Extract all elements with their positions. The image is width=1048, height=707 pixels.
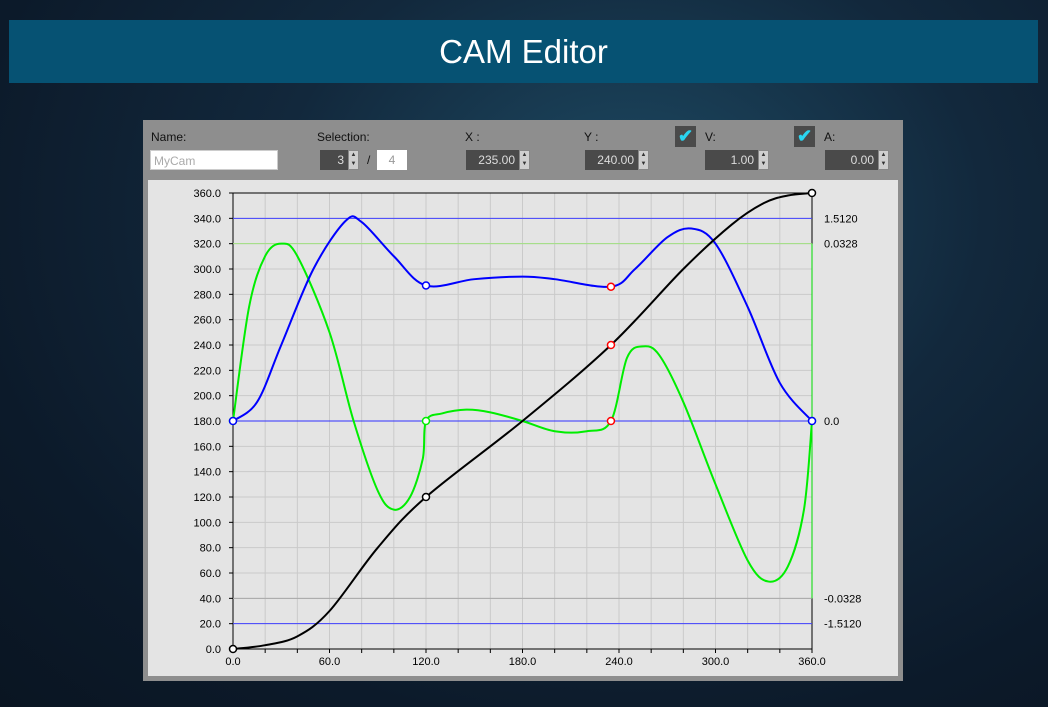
a-label: A:: [824, 130, 836, 144]
y-tick-label: 240.0: [193, 340, 221, 352]
x-tick-label: 180.0: [509, 656, 537, 668]
x-spinner[interactable]: ▲ ▼: [519, 150, 530, 170]
y-tick-label: 300.0: [193, 264, 221, 276]
right-tick-label: -1.5120: [824, 619, 861, 631]
acceleration-curve: [232, 242, 813, 583]
a-spinner[interactable]: ▲ ▼: [878, 150, 889, 170]
x-tick-label: 60.0: [319, 656, 340, 668]
velocity-control-point[interactable]: [421, 281, 431, 290]
y-input[interactable]: 240.00: [585, 150, 638, 170]
selection-input[interactable]: 3: [320, 150, 348, 170]
x-tick-label: 300.0: [702, 656, 730, 668]
y-tick-label: 340.0: [193, 213, 221, 225]
selection-total: 4: [377, 150, 407, 170]
y-tick-label: 100.0: [193, 517, 221, 529]
position-control-point[interactable]: [606, 340, 616, 350]
y-tick-label: 0.0: [206, 644, 221, 656]
y-tick-label: 140.0: [193, 467, 221, 479]
velocity-control-point[interactable]: [606, 282, 616, 291]
y-tick-label: 280.0: [193, 289, 221, 301]
y-tick-label: 320.0: [193, 239, 221, 251]
acceleration-control-point[interactable]: [421, 416, 431, 426]
x-tick-label: 240.0: [605, 656, 633, 668]
velocity-control-point[interactable]: [807, 416, 817, 426]
x-tick-label: 120.0: [412, 656, 440, 668]
y-tick-label: 80.0: [200, 543, 221, 555]
y-tick-label: 200.0: [193, 391, 221, 403]
name-input[interactable]: MyCam: [150, 150, 278, 170]
y-tick-label: 260.0: [193, 315, 221, 327]
x-tick-label: 360.0: [798, 656, 826, 668]
right-tick-label: 0.0328: [824, 239, 858, 251]
x-tick-label: 0.0: [225, 656, 240, 668]
cam-editor-panel: Name: MyCam Selection: 3 ▲ ▼ / 4 X : 235.…: [143, 120, 903, 681]
selection-label: Selection:: [317, 130, 370, 144]
y-tick-label: 120.0: [193, 492, 221, 504]
a-input[interactable]: 0.00: [825, 150, 878, 170]
position-control-point[interactable]: [421, 492, 431, 502]
right-tick-label: 0.0: [824, 416, 839, 428]
position-control-point[interactable]: [807, 188, 817, 198]
x-label: X :: [465, 130, 480, 144]
y-tick-label: 40.0: [200, 593, 221, 605]
selection-separator: /: [367, 153, 371, 167]
v-spinner[interactable]: ▲ ▼: [758, 150, 769, 170]
v-label: V:: [705, 130, 716, 144]
x-input[interactable]: 235.00: [466, 150, 519, 170]
y-tick-label: 20.0: [200, 619, 221, 631]
y-tick-label: 60.0: [200, 568, 221, 580]
a-checkbox[interactable]: ✔: [794, 126, 815, 147]
right-tick-label: -0.0328: [824, 593, 861, 605]
v-checkbox[interactable]: ✔: [675, 126, 696, 147]
velocity-curve: [232, 215, 813, 422]
y-tick-label: 220.0: [193, 365, 221, 377]
page-title: CAM Editor: [9, 20, 1038, 83]
y-tick-label: 160.0: [193, 441, 221, 453]
position-curve: [232, 192, 813, 650]
name-label: Name:: [151, 130, 187, 144]
right-tick-label: 1.5120: [824, 213, 858, 225]
y-label: Y :: [584, 130, 599, 144]
v-input[interactable]: 1.00: [705, 150, 758, 170]
cam-chart[interactable]: 0.0 20.0 40.0 60.0 80.0 100.0 120.0 140.0 160.0 1…: [148, 180, 898, 676]
y-tick-label: 360.0: [193, 188, 221, 200]
position-control-point[interactable]: [228, 644, 238, 654]
y-spinner[interactable]: ▲ ▼: [638, 150, 649, 170]
y-tick-label: 180.0: [193, 416, 221, 428]
velocity-control-point[interactable]: [228, 416, 238, 426]
cam-chart-svg[interactable]: 0.0 20.0 40.0 60.0 80.0 100.0 120.0 140.0 160.0 1…: [148, 180, 898, 676]
acceleration-control-point[interactable]: [606, 416, 616, 426]
selection-spinner[interactable]: ▲ ▼: [348, 150, 359, 170]
